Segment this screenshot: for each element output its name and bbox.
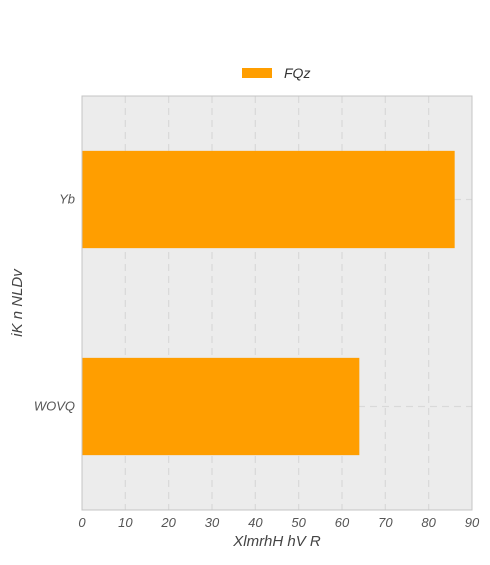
plot-frame [81, 95, 473, 511]
x-axis-title: XlmrhH hV R [232, 533, 321, 550]
x-tick-label: 0 [78, 515, 86, 530]
bar [82, 357, 360, 456]
y-axis-ticks: Yb WOVQ [34, 192, 75, 414]
bar [82, 150, 455, 249]
x-tick-label: 40 [248, 515, 263, 530]
y-axis-title: iK n NLDv [9, 268, 26, 337]
x-tick-label: 30 [205, 515, 220, 530]
y-tick-label: Yb [59, 192, 75, 207]
x-tick-label: 80 [421, 515, 436, 530]
legend: FQz [242, 65, 310, 81]
x-tick-label: 10 [118, 515, 133, 530]
legend-label: FQz [284, 65, 310, 81]
bars [82, 150, 455, 456]
x-tick-label: 60 [335, 515, 350, 530]
y-tick-label: WOVQ [34, 399, 75, 414]
x-axis-ticks: 0 10 20 30 40 50 60 70 80 90 [78, 515, 480, 530]
x-tick-label: 90 [465, 515, 480, 530]
legend-swatch [242, 68, 272, 78]
x-tick-label: 50 [291, 515, 306, 530]
x-tick-label: 70 [378, 515, 393, 530]
x-tick-label: 20 [160, 515, 176, 530]
